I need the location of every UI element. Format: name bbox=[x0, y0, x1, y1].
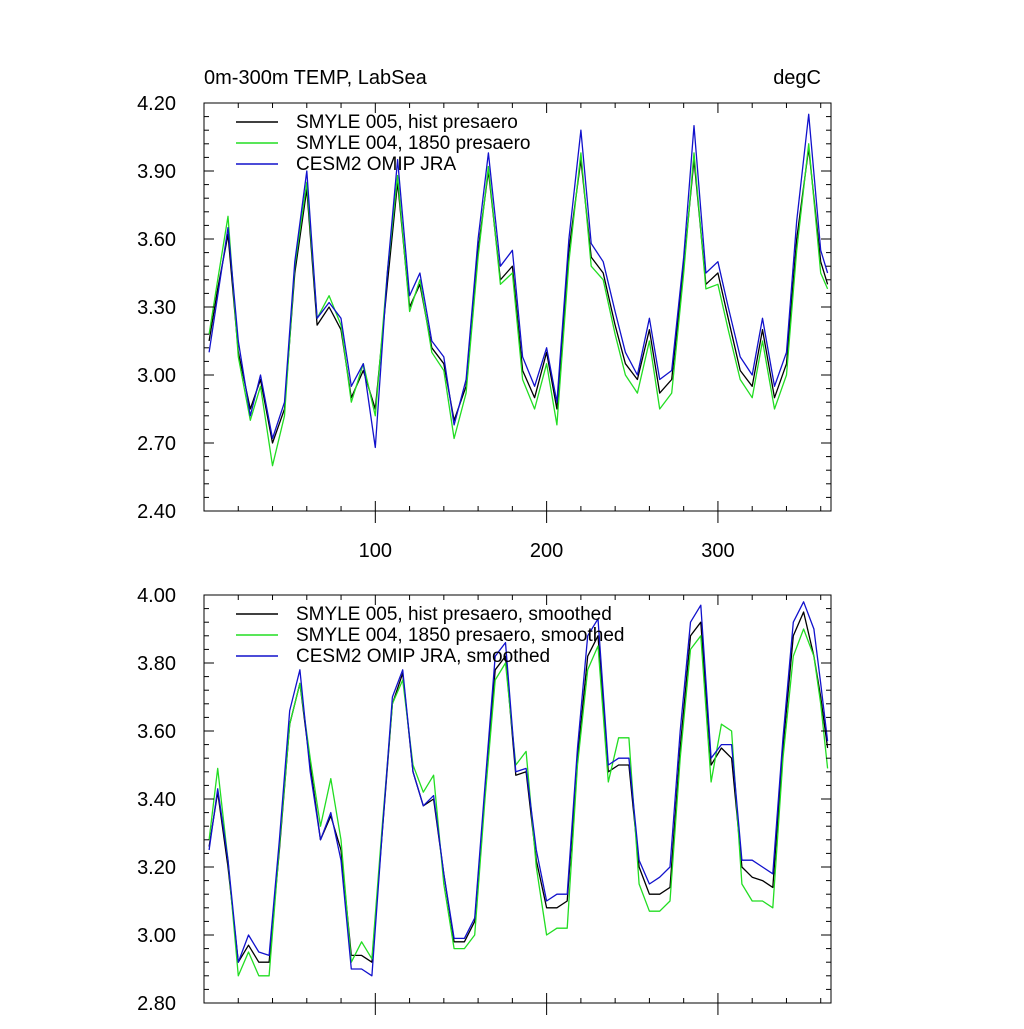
chart-panel-1: 2.40 2.70 3.00 3.30 3.60 3.90 4.20 100 200 300 0m-… bbox=[137, 67, 832, 562]
legend-label: SMYLE 004, 1850 presaero, smoothed bbox=[296, 625, 624, 646]
legend-label: SMYLE 005, hist presaero bbox=[296, 112, 518, 133]
series-line-1-2 bbox=[208, 143, 829, 467]
y-tick-label: 3.20 bbox=[137, 857, 176, 879]
y-tick-label: 3.30 bbox=[137, 297, 176, 319]
chart-units: degC bbox=[773, 67, 821, 89]
x-tick-label: 100 bbox=[359, 540, 392, 562]
y-tick-label: 3.00 bbox=[137, 365, 176, 387]
y-tick-label: 4.20 bbox=[137, 93, 176, 115]
legend-label: CESM2 OMIP JRA, smoothed bbox=[296, 646, 550, 667]
x-tick-label: 300 bbox=[701, 540, 734, 562]
chart-title: 0m-300m TEMP, LabSea bbox=[204, 67, 428, 89]
y-tick-label: 4.00 bbox=[137, 585, 176, 607]
y-tick-label: 3.60 bbox=[137, 229, 176, 251]
series-line-2-1 bbox=[208, 611, 829, 963]
y-tick-label: 2.70 bbox=[137, 433, 176, 455]
x-tick-label: 200 bbox=[530, 540, 563, 562]
series-line-2-3 bbox=[208, 601, 829, 977]
y-tick-label: 3.60 bbox=[137, 721, 176, 743]
chart-panel-2: 2.80 3.00 3.20 3.40 3.60 3.80 4.00 SMYLE 005, h… bbox=[137, 585, 832, 1015]
legend-label: SMYLE 005, hist presaero, smoothed bbox=[296, 604, 612, 625]
y-tick-label: 3.00 bbox=[137, 925, 176, 947]
y-tick-label: 3.40 bbox=[137, 789, 176, 811]
y-tick-label: 2.80 bbox=[137, 993, 176, 1015]
series-line-1-3 bbox=[208, 113, 829, 449]
y-tick-label: 3.90 bbox=[137, 161, 176, 183]
legend-label: SMYLE 004, 1850 presaero bbox=[296, 133, 531, 154]
y-tick-label: 3.80 bbox=[137, 653, 176, 675]
legend-label: CESM2 OMIP JRA bbox=[296, 154, 456, 175]
series-line-2-2 bbox=[208, 628, 829, 977]
y-tick-label: 2.40 bbox=[137, 501, 176, 523]
